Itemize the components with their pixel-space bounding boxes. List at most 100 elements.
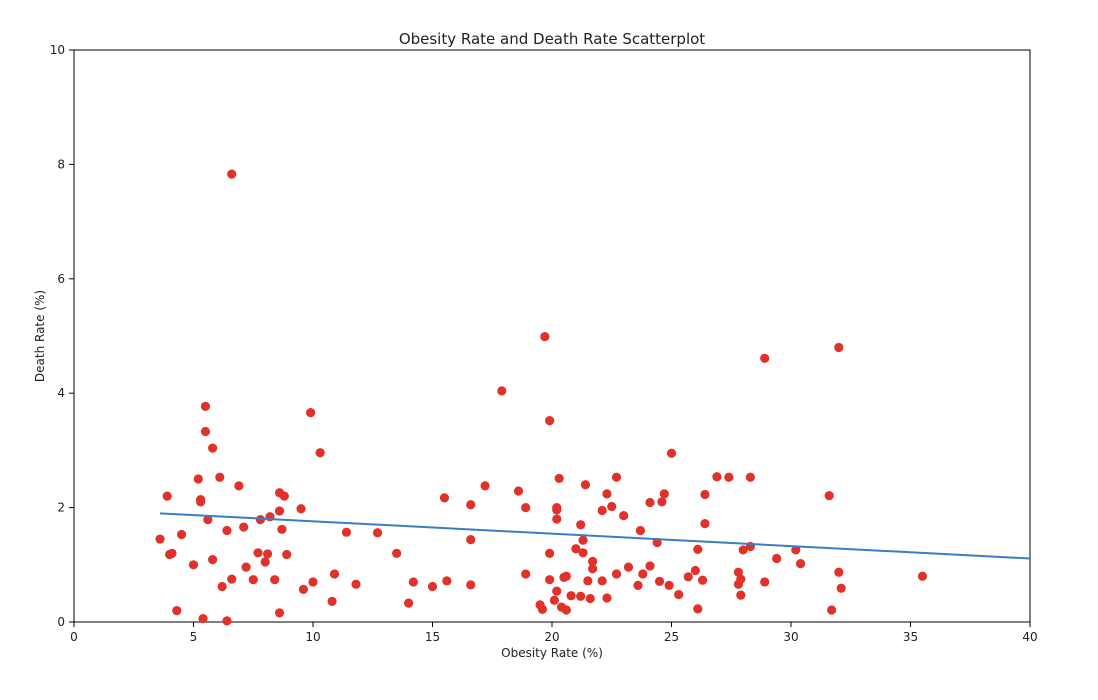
data-point bbox=[795, 559, 806, 569]
data-point bbox=[200, 426, 211, 437]
data-point bbox=[545, 575, 555, 585]
data-point bbox=[208, 555, 218, 565]
x-tick-label: 30 bbox=[783, 630, 798, 644]
data-point bbox=[222, 616, 232, 626]
data-point bbox=[578, 548, 588, 558]
data-point bbox=[772, 553, 782, 564]
data-point bbox=[227, 169, 237, 179]
data-point bbox=[664, 580, 674, 590]
trendline bbox=[159, 512, 1031, 560]
data-point bbox=[738, 545, 748, 555]
data-point bbox=[298, 584, 309, 594]
data-point bbox=[176, 529, 187, 540]
data-point bbox=[234, 481, 244, 491]
data-point bbox=[351, 579, 361, 589]
y-tick-label: 10 bbox=[50, 43, 65, 57]
data-point bbox=[602, 593, 612, 603]
chart-title: Obesity Rate and Death Rate Scatterplot bbox=[399, 30, 705, 48]
data-point bbox=[666, 448, 677, 458]
data-point bbox=[571, 544, 581, 554]
data-point bbox=[580, 480, 591, 490]
data-point bbox=[260, 557, 270, 567]
x-tick-label: 10 bbox=[305, 630, 320, 644]
data-point bbox=[193, 474, 203, 484]
y-tick-label: 6 bbox=[57, 272, 65, 286]
data-point bbox=[645, 497, 655, 508]
x-tick-label: 35 bbox=[903, 630, 918, 644]
plot-frame bbox=[73, 49, 1031, 623]
data-point bbox=[760, 577, 770, 587]
data-point bbox=[279, 491, 289, 501]
x-tick-label: 5 bbox=[190, 630, 198, 644]
data-point bbox=[597, 576, 607, 586]
y-tick-label: 4 bbox=[57, 386, 65, 400]
data-point bbox=[521, 569, 531, 579]
data-point bbox=[657, 497, 667, 507]
data-point bbox=[588, 564, 598, 574]
data-point bbox=[561, 605, 571, 615]
data-point bbox=[241, 562, 251, 572]
data-point bbox=[167, 548, 177, 558]
data-point bbox=[836, 583, 846, 593]
data-point bbox=[270, 575, 280, 585]
data-point bbox=[724, 472, 734, 482]
data-point bbox=[196, 494, 206, 505]
data-point bbox=[513, 486, 524, 496]
data-point bbox=[638, 569, 648, 579]
data-point bbox=[392, 548, 402, 558]
data-point bbox=[549, 595, 559, 605]
x-tick-label: 25 bbox=[664, 630, 679, 644]
data-point bbox=[277, 524, 287, 534]
data-point bbox=[315, 448, 325, 458]
data-point bbox=[645, 561, 655, 571]
data-point bbox=[619, 511, 629, 521]
data-point bbox=[623, 562, 634, 572]
data-point bbox=[274, 608, 285, 618]
data-point bbox=[155, 534, 165, 544]
y-tick-label: 0 bbox=[57, 615, 65, 629]
data-point bbox=[253, 548, 263, 558]
data-point bbox=[834, 567, 844, 577]
trendline-group bbox=[159, 512, 1031, 560]
data-point bbox=[262, 549, 273, 559]
data-point bbox=[372, 528, 383, 538]
data-point bbox=[697, 575, 708, 585]
data-point bbox=[497, 386, 507, 396]
x-tick-label: 40 bbox=[1022, 630, 1037, 644]
data-point bbox=[552, 514, 562, 524]
data-point bbox=[576, 520, 586, 530]
x-axis-title: Obesity Rate (%) bbox=[501, 646, 603, 660]
data-point bbox=[227, 574, 237, 584]
data-point bbox=[683, 572, 693, 582]
data-point bbox=[203, 515, 213, 525]
data-point bbox=[917, 571, 928, 581]
data-point bbox=[200, 401, 211, 411]
data-point bbox=[674, 589, 684, 600]
data-point bbox=[215, 472, 225, 482]
data-point bbox=[217, 581, 227, 592]
data-point bbox=[690, 565, 701, 576]
x-tick-label: 15 bbox=[425, 630, 440, 644]
data-point bbox=[552, 586, 562, 596]
data-point bbox=[537, 604, 548, 615]
data-point bbox=[712, 472, 722, 482]
data-point bbox=[255, 515, 266, 525]
data-point bbox=[466, 500, 476, 510]
data-point bbox=[700, 519, 710, 529]
data-point bbox=[583, 576, 593, 586]
data-point bbox=[611, 472, 622, 482]
x-tick-label: 0 bbox=[70, 630, 78, 644]
data-point bbox=[736, 590, 746, 600]
data-point bbox=[540, 331, 550, 342]
data-point bbox=[554, 473, 564, 484]
data-point bbox=[633, 580, 643, 590]
data-point bbox=[274, 506, 285, 516]
data-point bbox=[521, 503, 531, 513]
data-point bbox=[427, 581, 438, 592]
data-point bbox=[172, 605, 182, 616]
data-point bbox=[824, 490, 834, 501]
data-point bbox=[745, 472, 755, 482]
data-point bbox=[222, 525, 232, 536]
data-point bbox=[308, 577, 318, 587]
data-point bbox=[208, 443, 218, 453]
